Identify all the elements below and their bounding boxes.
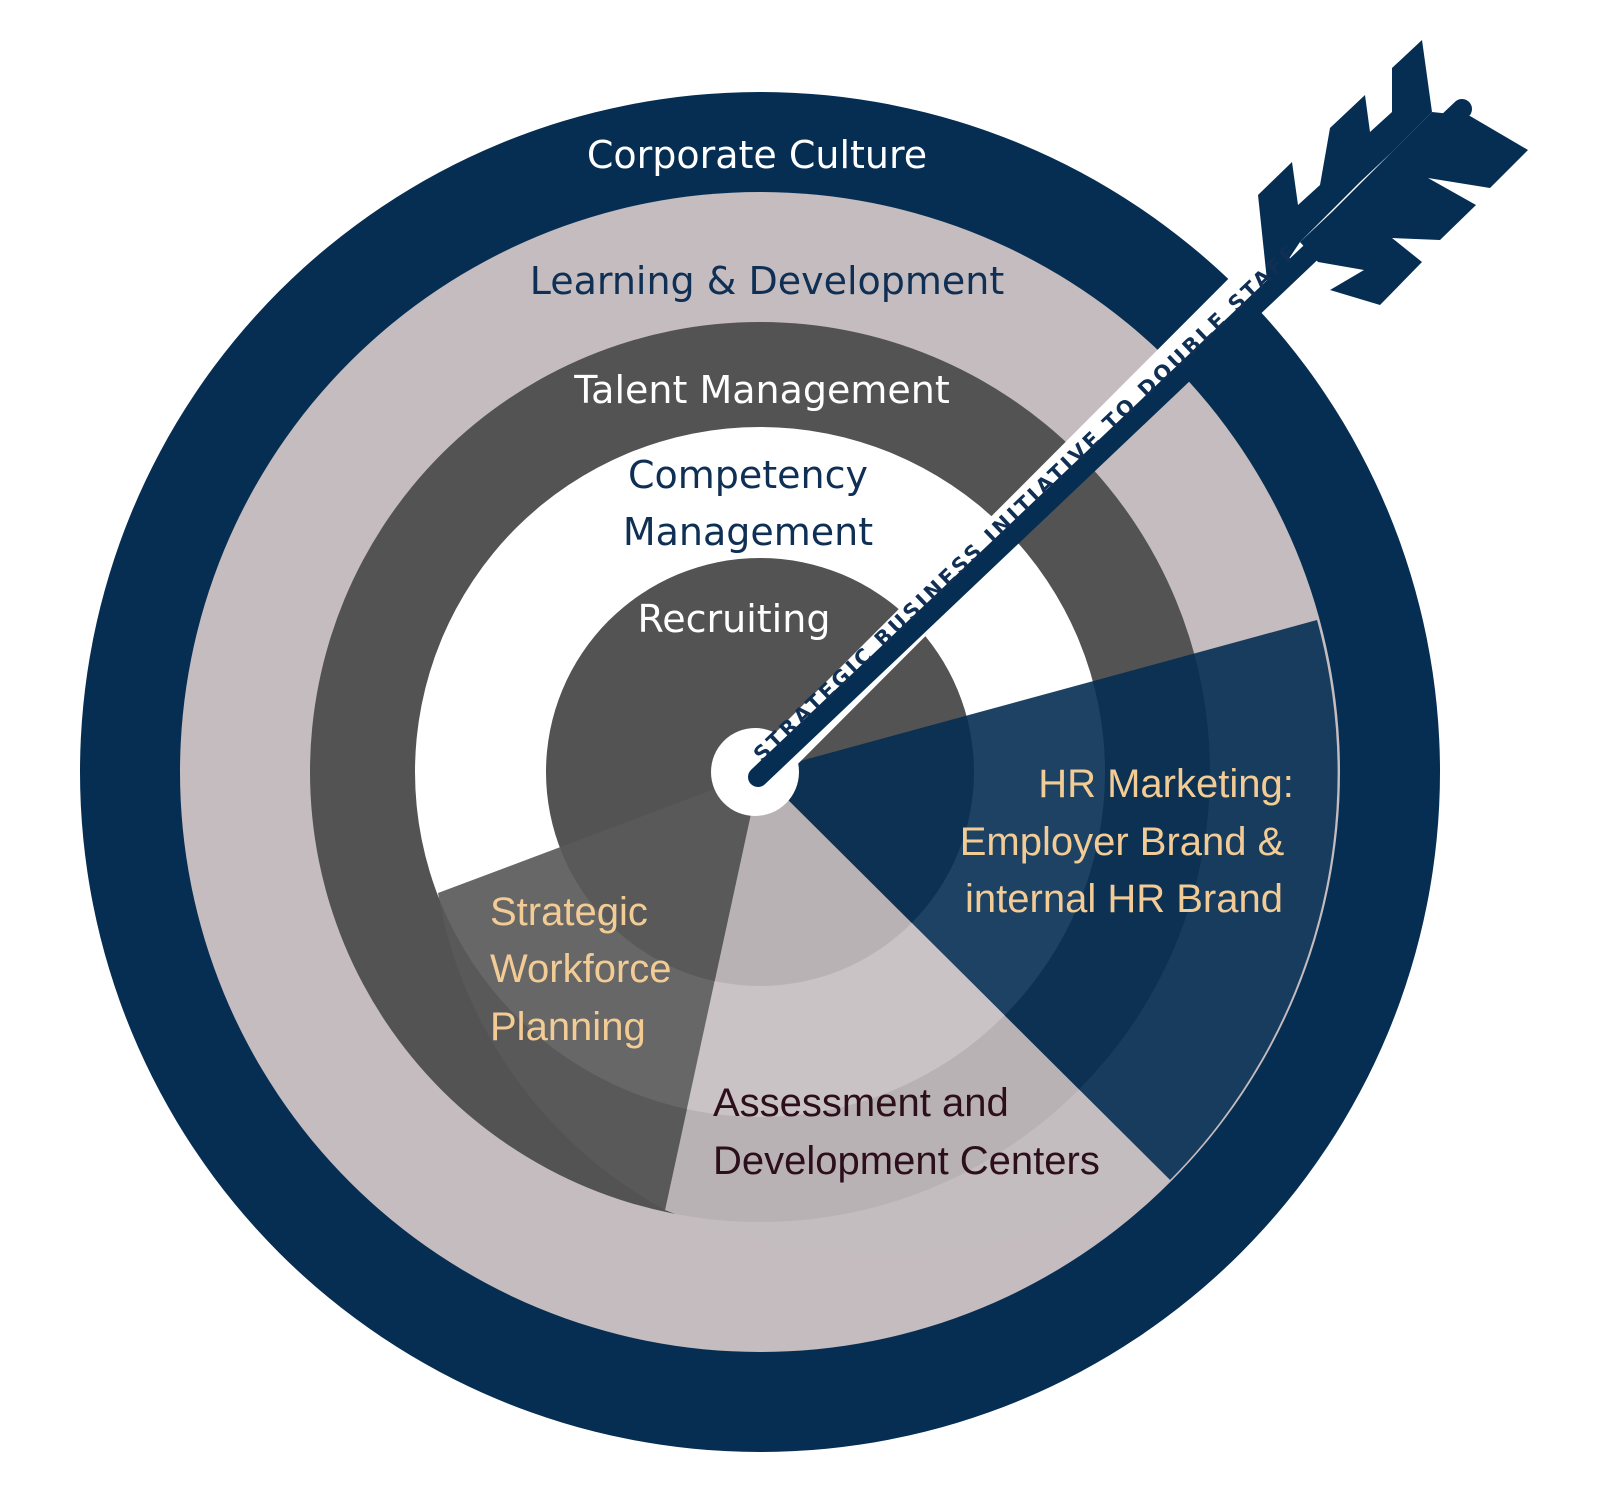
label-hr-marketing-line3: internal HR Brand bbox=[965, 877, 1283, 921]
label-corporate-culture: Corporate Culture bbox=[587, 133, 927, 177]
label-competency-line2: Management bbox=[623, 510, 873, 554]
segment-assessment-centers bbox=[665, 772, 1170, 1255]
label-workforce-line2: Workforce bbox=[490, 947, 672, 991]
label-talent-management: Talent Management bbox=[573, 368, 950, 412]
label-workforce-line3: Planning bbox=[490, 1005, 646, 1049]
segment-strategic-workforce bbox=[438, 772, 760, 1210]
label-recruiting: Recruiting bbox=[638, 597, 831, 641]
arrow bbox=[739, 40, 1528, 796]
label-assessment-line2: Development Centers bbox=[713, 1139, 1100, 1183]
label-learning-development: Learning & Development bbox=[530, 259, 1005, 303]
label-competency-line1: Competency bbox=[628, 453, 868, 497]
label-workforce-line1: Strategic bbox=[490, 890, 648, 934]
label-hr-marketing-line2: Employer Brand & bbox=[960, 820, 1285, 864]
arrow-fletching bbox=[1258, 40, 1528, 305]
label-hr-marketing-line1: HR Marketing: bbox=[1038, 762, 1294, 806]
segment-hr-marketing bbox=[760, 620, 1338, 1180]
label-assessment-line1: Assessment and bbox=[713, 1081, 1009, 1125]
